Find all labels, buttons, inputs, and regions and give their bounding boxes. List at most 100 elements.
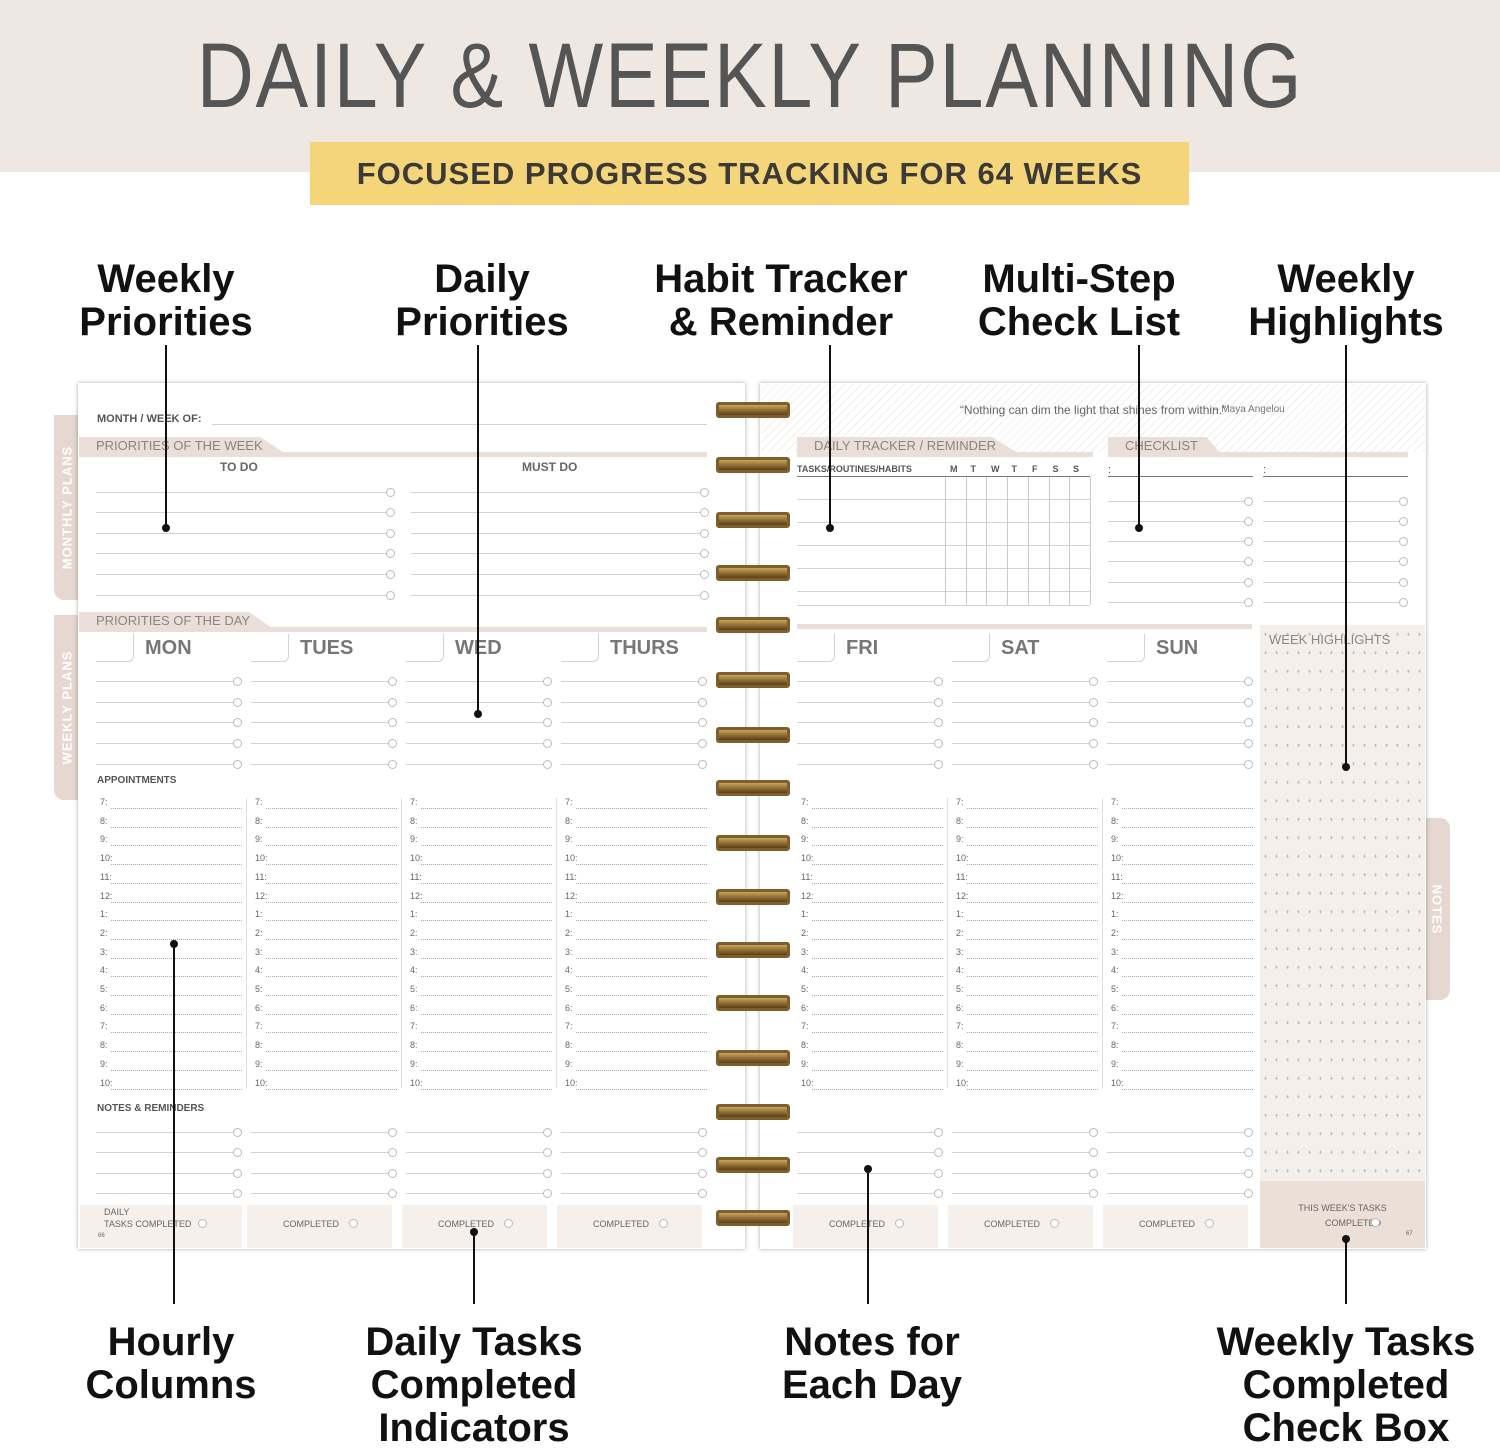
appointment-slot[interactable]: [1122, 845, 1253, 847]
appointment-slot[interactable]: [812, 845, 943, 847]
checkbox-circle[interactable]: [543, 677, 552, 686]
checkbox-circle[interactable]: [388, 739, 397, 748]
day-priority-line[interactable]: [406, 722, 543, 723]
appointment-slot[interactable]: [421, 976, 552, 978]
day-priority-line[interactable]: [96, 722, 233, 723]
checkbox-circle[interactable]: [1089, 1148, 1098, 1157]
checkbox-circle[interactable]: [700, 591, 709, 600]
appointment-slot[interactable]: [266, 1088, 397, 1090]
day-priority-line[interactable]: [561, 764, 698, 765]
checklist-title-field[interactable]: [1108, 476, 1253, 477]
appointment-slot[interactable]: [421, 882, 552, 884]
day-priority-line[interactable]: [561, 743, 698, 744]
checkbox-circle[interactable]: [233, 739, 242, 748]
day-priority-line[interactable]: [797, 702, 934, 703]
checkbox-circle[interactable]: [1244, 1169, 1253, 1178]
appointment-slot[interactable]: [421, 1013, 552, 1015]
appointment-slot[interactable]: [1122, 976, 1253, 978]
checklist-line[interactable]: [1108, 561, 1244, 562]
appointment-slot[interactable]: [967, 1032, 1098, 1034]
appointment-slot[interactable]: [576, 845, 707, 847]
appointment-slot[interactable]: [266, 826, 397, 828]
appointment-slot[interactable]: [967, 826, 1098, 828]
note-line[interactable]: [952, 1152, 1089, 1153]
appointment-slot[interactable]: [812, 920, 943, 922]
note-line[interactable]: [251, 1193, 388, 1194]
note-line[interactable]: [797, 1193, 934, 1194]
checkbox-circle[interactable]: [934, 760, 943, 769]
appointment-slot[interactable]: [266, 845, 397, 847]
checkbox-circle[interactable]: [698, 698, 707, 707]
day-priority-line[interactable]: [1107, 764, 1244, 765]
appointment-slot[interactable]: [111, 976, 242, 978]
appointment-slot[interactable]: [812, 957, 943, 959]
checkbox-circle[interactable]: [700, 488, 709, 497]
appointment-slot[interactable]: [111, 995, 242, 996]
completed-checkbox[interactable]: [198, 1219, 207, 1228]
checkbox-circle[interactable]: [1089, 718, 1098, 727]
appointment-slot[interactable]: [967, 1013, 1098, 1015]
checkbox-circle[interactable]: [700, 508, 709, 517]
checkbox-circle[interactable]: [543, 1148, 552, 1157]
appointment-slot[interactable]: [421, 1088, 552, 1090]
checkbox-circle[interactable]: [700, 549, 709, 558]
checkbox-circle[interactable]: [698, 1148, 707, 1157]
appointment-slot[interactable]: [812, 1088, 943, 1090]
checkbox-circle[interactable]: [388, 1189, 397, 1198]
appointment-slot[interactable]: [576, 995, 707, 996]
checkbox-circle[interactable]: [388, 1169, 397, 1178]
completed-checkbox[interactable]: [895, 1219, 904, 1228]
checkbox-circle[interactable]: [388, 718, 397, 727]
appointment-slot[interactable]: [1122, 1051, 1253, 1053]
appointment-slot[interactable]: [576, 976, 707, 978]
appointment-slot[interactable]: [812, 864, 943, 866]
checkbox-circle[interactable]: [543, 739, 552, 748]
note-line[interactable]: [1107, 1173, 1244, 1174]
appointment-slot[interactable]: [812, 826, 943, 828]
checkbox-circle[interactable]: [233, 677, 242, 686]
day-priority-line[interactable]: [406, 764, 543, 765]
todo-line[interactable]: [96, 553, 386, 554]
checkbox-circle[interactable]: [1399, 598, 1408, 607]
checklist-line[interactable]: [1108, 582, 1244, 583]
appointment-slot[interactable]: [1122, 957, 1253, 959]
appointment-slot[interactable]: [111, 826, 242, 828]
note-line[interactable]: [406, 1193, 543, 1194]
checkbox-circle[interactable]: [698, 677, 707, 686]
note-line[interactable]: [251, 1132, 388, 1133]
appointment-slot[interactable]: [967, 920, 1098, 922]
appointment-slot[interactable]: [812, 808, 943, 809]
appointment-slot[interactable]: [421, 1032, 552, 1034]
habit-row[interactable]: [797, 568, 1090, 569]
note-line[interactable]: [561, 1152, 698, 1153]
appointment-slot[interactable]: [1122, 995, 1253, 996]
appointment-slot[interactable]: [1122, 1032, 1253, 1034]
must-do-line[interactable]: [411, 595, 700, 596]
checkbox-circle[interactable]: [934, 677, 943, 686]
appointment-slot[interactable]: [266, 995, 397, 996]
appointment-slot[interactable]: [111, 901, 242, 903]
checkbox-circle[interactable]: [1089, 1128, 1098, 1137]
checkbox-circle[interactable]: [388, 698, 397, 707]
checkbox-circle[interactable]: [233, 1128, 242, 1137]
appointment-slot[interactable]: [266, 1032, 397, 1034]
checkbox-circle[interactable]: [1089, 698, 1098, 707]
checkbox-circle[interactable]: [386, 508, 395, 517]
note-line[interactable]: [561, 1193, 698, 1194]
checkbox-circle[interactable]: [1244, 517, 1253, 526]
note-line[interactable]: [1107, 1193, 1244, 1194]
checkbox-circle[interactable]: [700, 529, 709, 538]
checkbox-circle[interactable]: [388, 677, 397, 686]
appointment-slot[interactable]: [421, 864, 552, 866]
day-priority-line[interactable]: [406, 681, 543, 682]
checkbox-circle[interactable]: [233, 1189, 242, 1198]
appointment-slot[interactable]: [421, 938, 552, 940]
note-line[interactable]: [561, 1173, 698, 1174]
note-line[interactable]: [561, 1132, 698, 1133]
day-priority-line[interactable]: [1107, 702, 1244, 703]
checklist-line[interactable]: [1263, 521, 1399, 522]
week-highlights-area[interactable]: [1260, 625, 1425, 1181]
appointment-slot[interactable]: [812, 882, 943, 884]
checkbox-circle[interactable]: [543, 1128, 552, 1137]
appointment-slot[interactable]: [111, 845, 242, 847]
